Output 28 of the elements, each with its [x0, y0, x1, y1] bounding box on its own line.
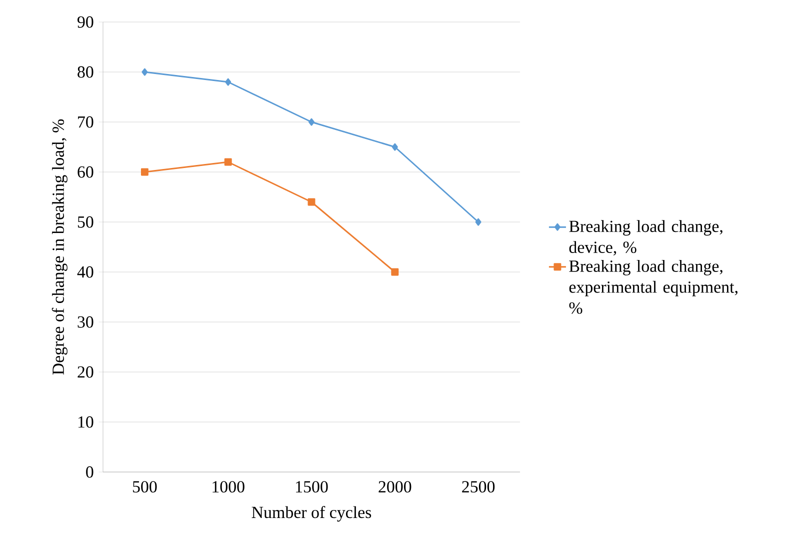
point	[308, 118, 314, 126]
y-tick-label: 0	[86, 466, 94, 478]
point	[225, 78, 232, 86]
point	[224, 158, 232, 166]
y-tick-label: 80	[78, 66, 94, 78]
y-tick-label: 90	[78, 16, 94, 28]
y-tick-label: 20	[78, 366, 94, 378]
y-tick-label: 10	[78, 416, 94, 428]
y-tick-label: 70	[78, 116, 94, 128]
x-tick-label: 2500	[462, 481, 495, 493]
point	[308, 198, 316, 206]
point	[140, 168, 148, 176]
x-tick-label: 1000	[212, 481, 244, 493]
x-tick-label: 2000	[378, 481, 412, 493]
x-axis-title: Number of cycles	[252, 506, 372, 522]
point	[392, 143, 398, 151]
y-tick-label: 30	[78, 316, 94, 328]
y-axis-title: Degree of change in breaking load, %	[52, 119, 68, 375]
legend-label: Breaking load change, device, %	[569, 220, 722, 256]
y-tick-label: 60	[78, 166, 94, 178]
legend-label: Breaking load change, experimental equipment, %	[569, 260, 738, 314]
point	[142, 68, 148, 76]
y-tick-label: 40	[77, 266, 94, 278]
point	[475, 218, 482, 226]
x-tick-label: 1500	[296, 481, 328, 493]
y-tick-label: 50	[78, 216, 94, 228]
x-tick-label: 500	[132, 481, 157, 493]
point	[391, 268, 399, 276]
